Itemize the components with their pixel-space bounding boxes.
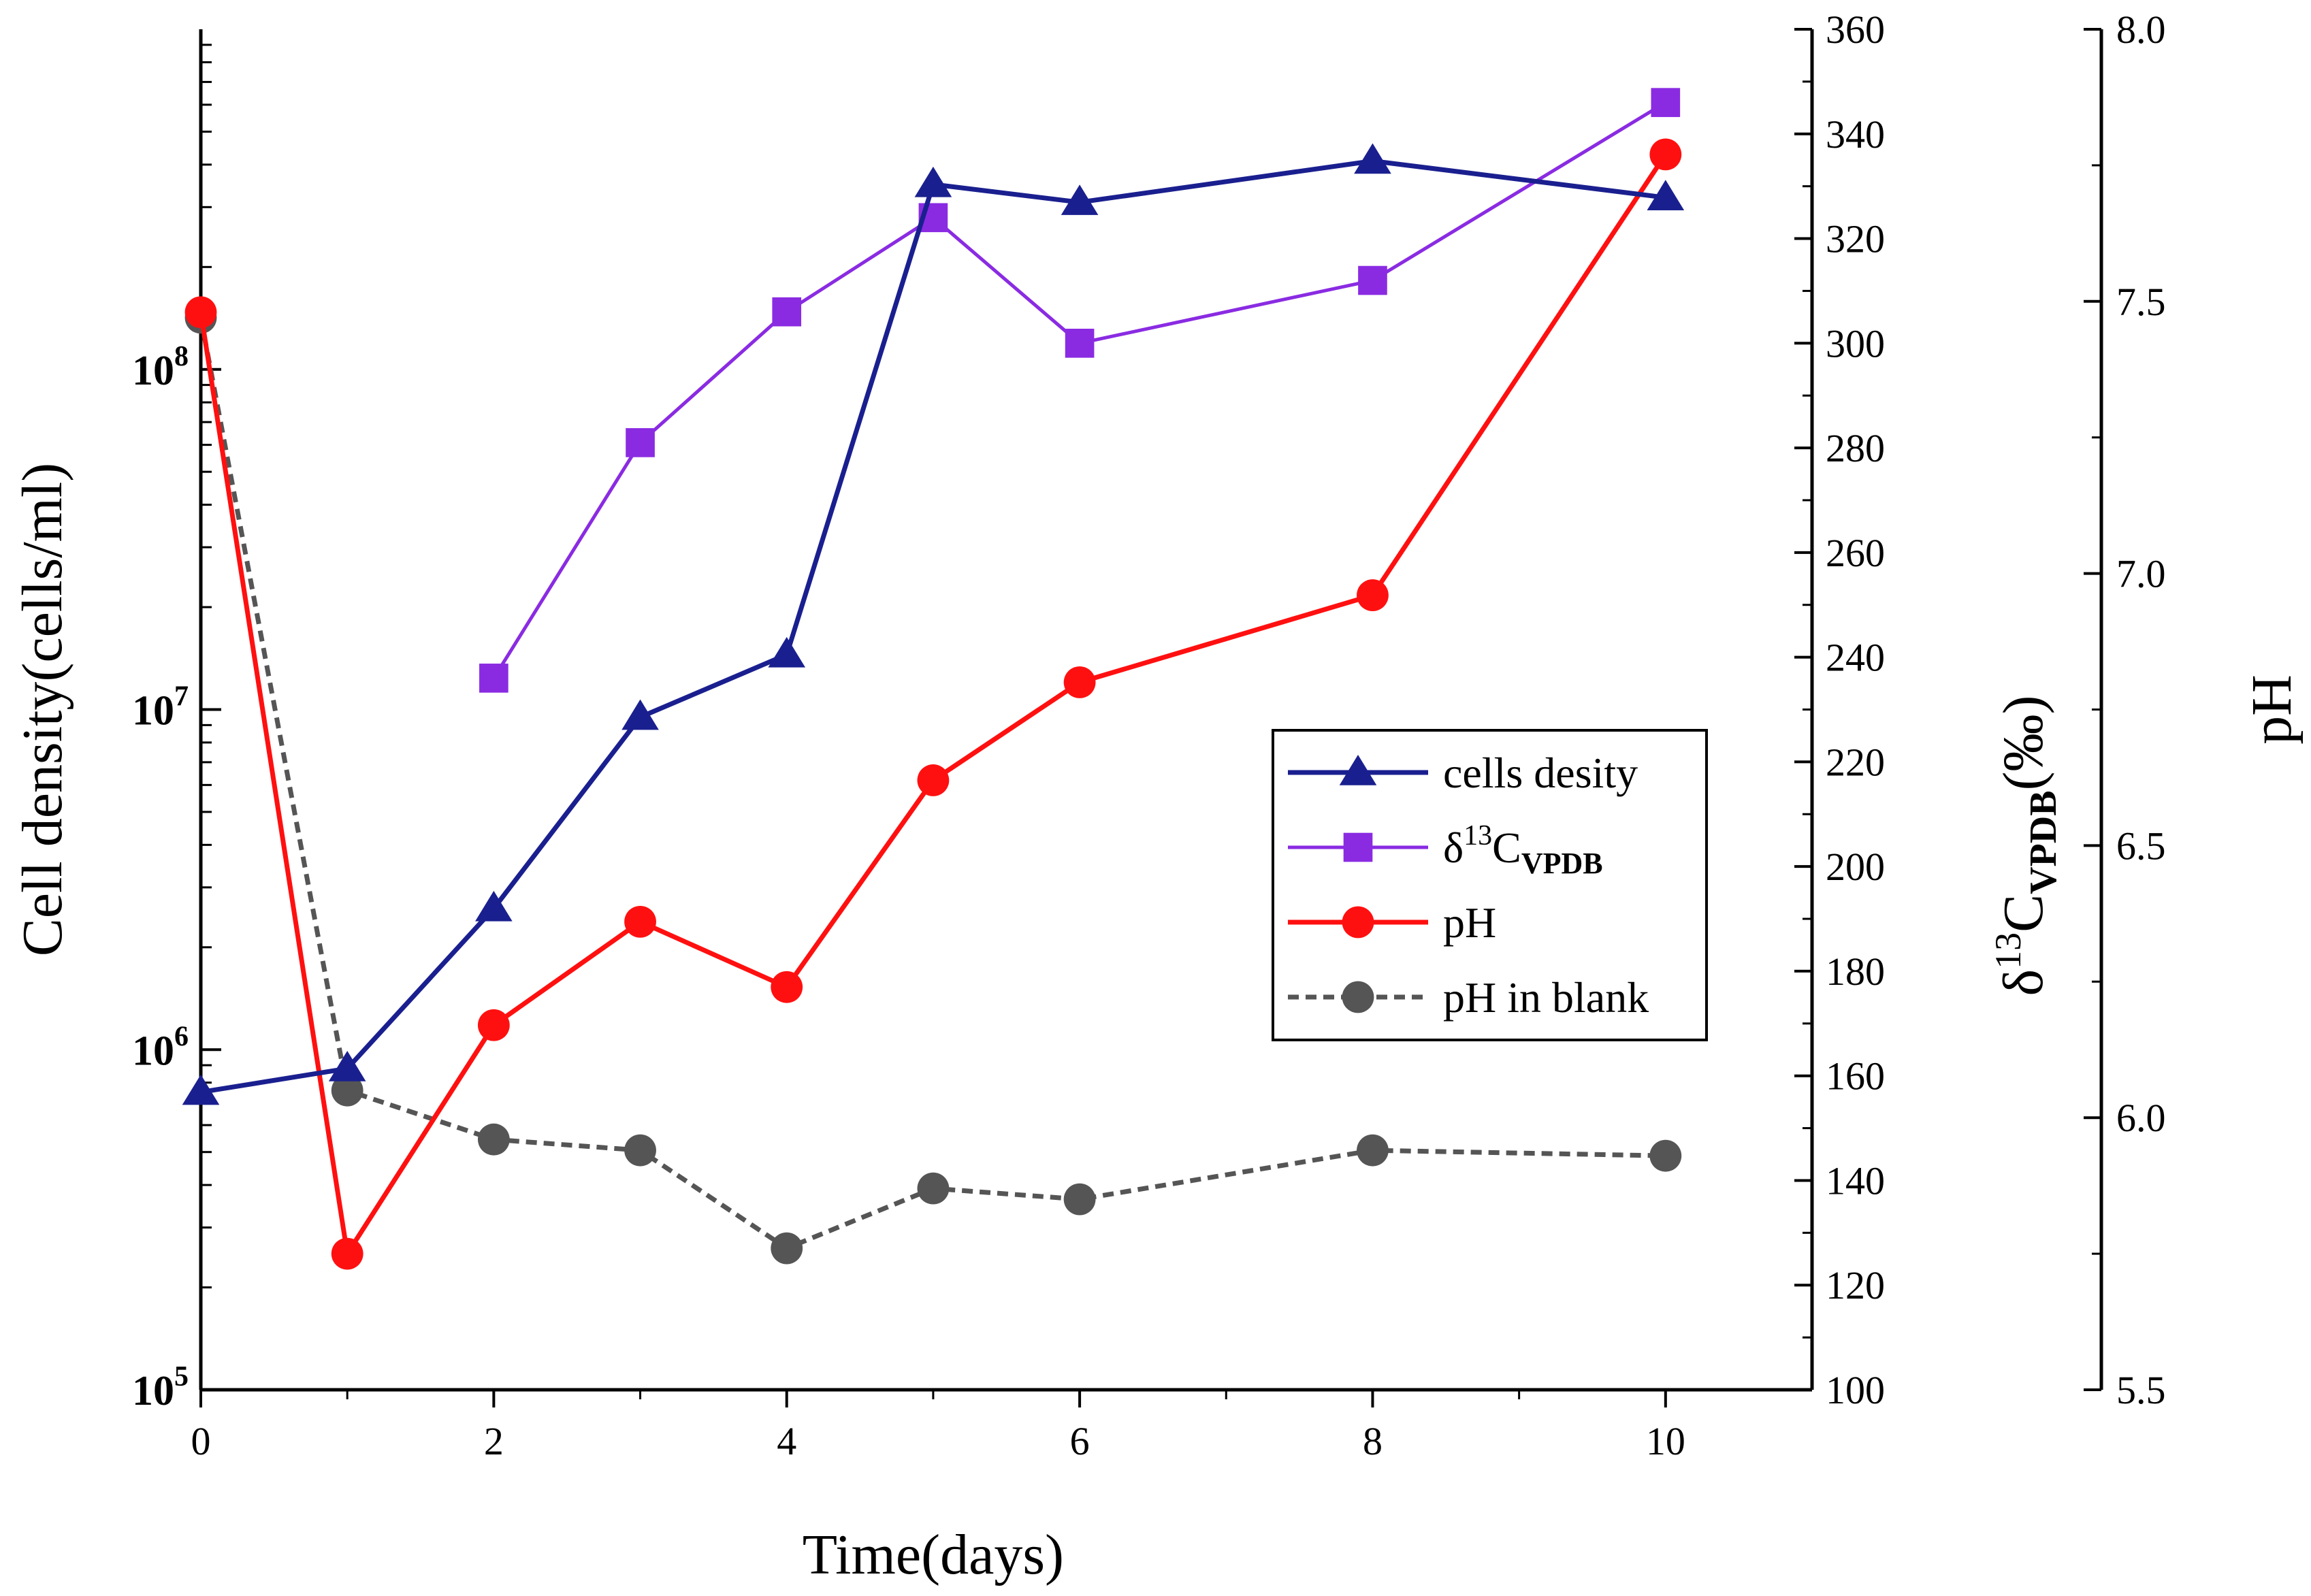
data-point-delta13c (626, 428, 655, 457)
data-point-ph (1649, 138, 1682, 171)
legend-swatch-marker (1339, 755, 1377, 785)
data-point-ph-in-blank (917, 1172, 950, 1205)
x-tick-label: 6 (1070, 1419, 1090, 1463)
data-point-ph-in-blank (477, 1123, 510, 1156)
data-point-cells-desity (621, 699, 659, 730)
data-point-ph (331, 1237, 363, 1270)
legend-label: pH in blank (1443, 973, 1649, 1022)
x-tick-label: 0 (191, 1419, 211, 1463)
data-point-ph (917, 764, 950, 796)
cd-tick-label: 105 (132, 1361, 189, 1414)
delta-tick-label: 240 (1826, 636, 1885, 680)
delta-tick-label: 220 (1826, 740, 1885, 784)
data-point-ph (1357, 579, 1389, 611)
data-point-ph-in-blank (1063, 1183, 1096, 1216)
series-line-ph (198, 152, 1668, 1256)
legend-label: pH (1443, 898, 1496, 947)
x-tick-label: 8 (1363, 1419, 1383, 1463)
delta-tick-label: 100 (1826, 1368, 1885, 1412)
ph-tick-label: 8.0 (2116, 7, 2166, 52)
delta13c-axis-title: δ13CVPDB(‰) (1988, 695, 2065, 996)
legend-swatch-marker (1342, 981, 1374, 1013)
delta-tick-label: 120 (1826, 1263, 1885, 1307)
delta-tick-label: 160 (1826, 1054, 1885, 1098)
cd-tick-label: 108 (132, 341, 189, 394)
delta-tick-label: 180 (1826, 949, 1885, 994)
delta-tick-label: 140 (1826, 1158, 1885, 1203)
cell-density-axis-title: Cell density(cells/ml) (11, 463, 74, 957)
data-point-ph-in-blank (331, 1074, 363, 1107)
data-point-ph-in-blank (624, 1134, 656, 1167)
data-point-delta13c (479, 664, 508, 693)
x-axis-title: Time(days) (803, 1523, 1064, 1586)
data-point-cells-desity (182, 1074, 220, 1105)
ph-tick-label: 5.5 (2116, 1368, 2166, 1412)
data-point-delta13c (1651, 88, 1681, 117)
data-point-ph (1063, 666, 1096, 698)
x-tick-label: 10 (1646, 1419, 1685, 1463)
data-point-cells-desity (328, 1050, 366, 1081)
data-point-delta13c (1358, 265, 1387, 295)
data-point-ph (771, 971, 803, 1003)
delta-tick-label: 320 (1826, 217, 1885, 261)
x-tick-label: 4 (777, 1419, 796, 1463)
data-point-delta13c (1065, 328, 1095, 358)
data-point-ph-in-blank (1649, 1139, 1682, 1172)
delta-tick-label: 360 (1826, 7, 1885, 52)
legend-swatch-marker (1342, 906, 1374, 939)
cd-tick-label: 106 (132, 1021, 189, 1074)
data-point-cells-desity (768, 636, 806, 668)
ph-tick-label: 6.0 (2116, 1096, 2166, 1140)
data-point-ph (184, 296, 217, 329)
data-point-delta13c (772, 297, 802, 327)
data-point-ph-in-blank (1357, 1134, 1389, 1167)
delta-tick-label: 200 (1826, 845, 1885, 889)
legend-label: δ13CVPDB (1443, 820, 1603, 880)
delta-tick-label: 300 (1826, 321, 1885, 365)
ph-tick-label: 7.0 (2116, 552, 2166, 596)
legend-label: cells desity (1443, 749, 1638, 797)
ph-tick-label: 6.5 (2116, 824, 2166, 868)
data-point-ph-in-blank (771, 1232, 803, 1265)
data-point-cells-desity (1647, 180, 1685, 211)
ph-axis-title: pH (2240, 674, 2304, 745)
data-point-cells-desity (1061, 184, 1099, 215)
delta-tick-label: 280 (1826, 426, 1885, 470)
data-point-cells-desity (475, 890, 513, 922)
legend-swatch-marker (1343, 832, 1373, 862)
x-tick-label: 2 (484, 1419, 504, 1463)
data-point-ph (624, 905, 656, 938)
delta-tick-label: 340 (1826, 112, 1885, 157)
ph-tick-label: 7.5 (2116, 280, 2166, 324)
data-point-cells-desity (1354, 143, 1391, 174)
cd-tick-label: 107 (132, 681, 189, 734)
data-point-ph (477, 1009, 510, 1041)
delta-tick-label: 260 (1826, 531, 1885, 575)
data-point-cells-desity (914, 166, 952, 197)
